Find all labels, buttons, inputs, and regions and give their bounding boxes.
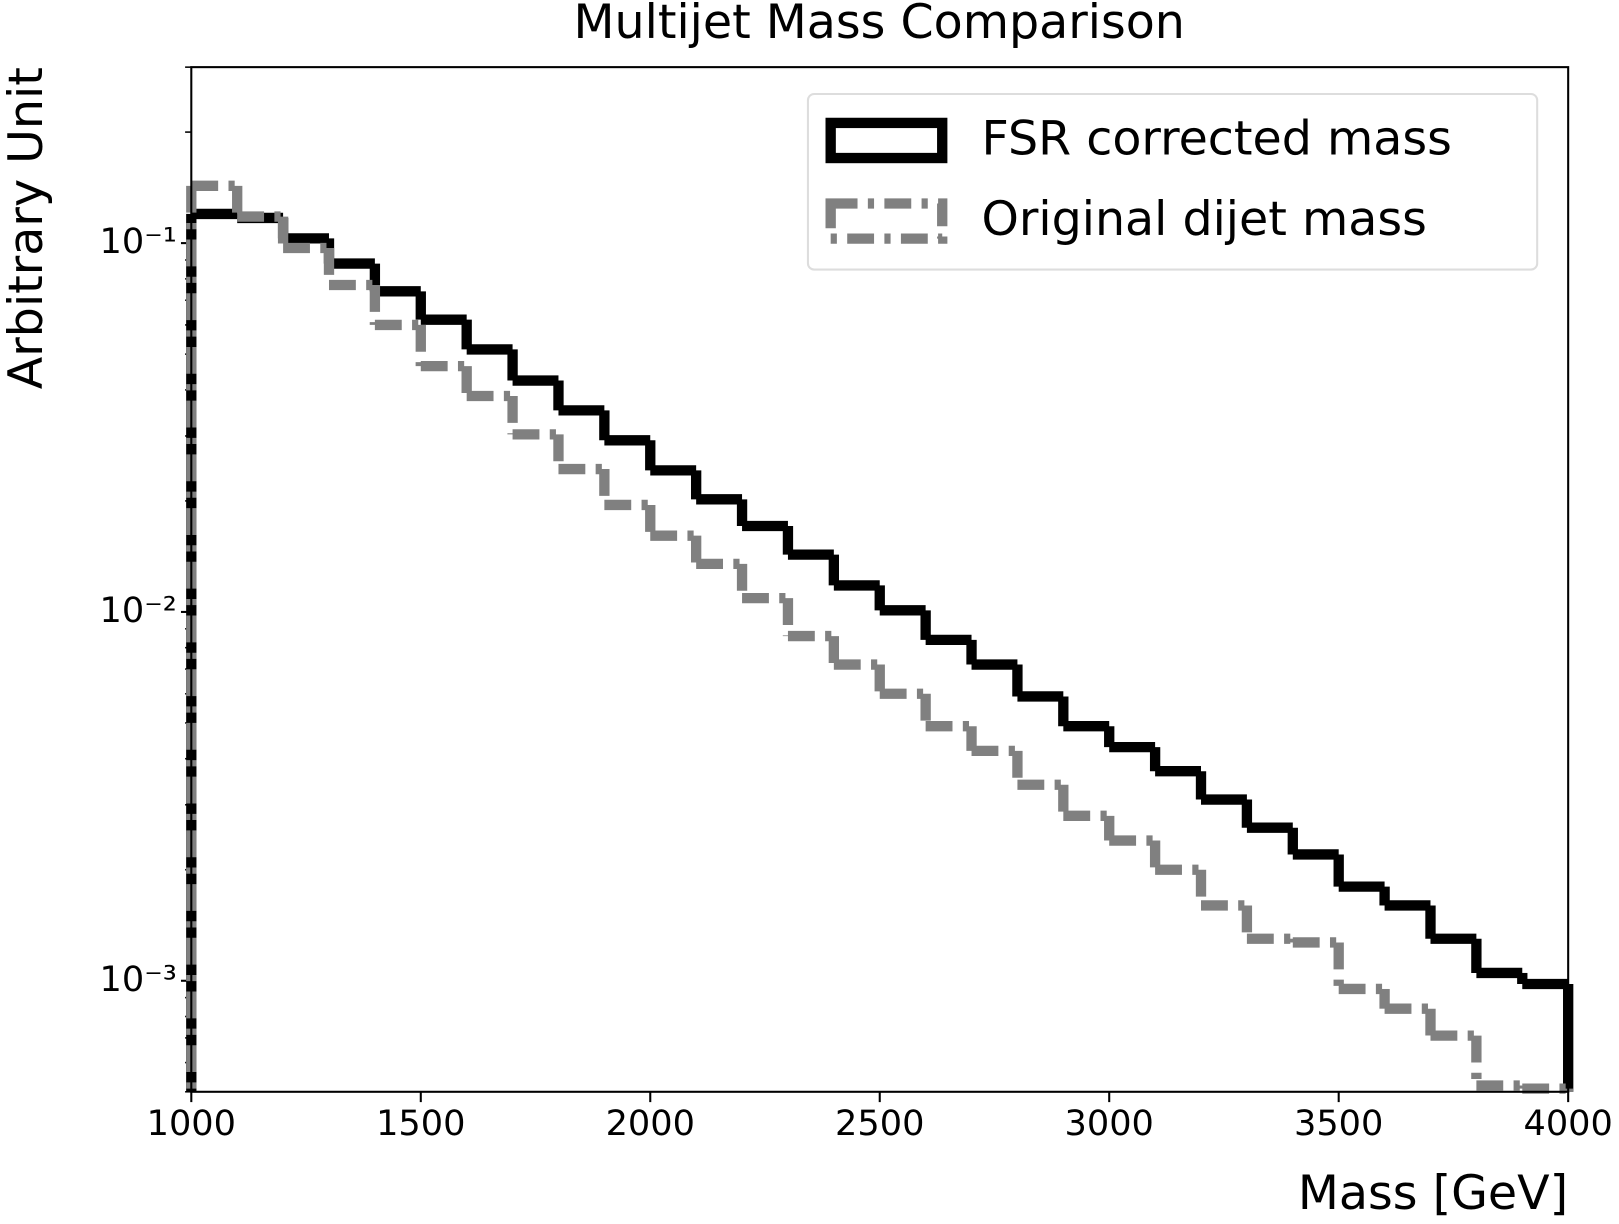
chart-title: Multijet Mass Comparison [574,0,1185,50]
legend-swatch [825,198,948,244]
y-tick-label: 10⁻² [100,590,177,631]
x-tick-label: 2000 [606,1103,695,1144]
legend-label: Original dijet mass [981,192,1426,247]
x-tick-label: 1000 [147,1103,236,1144]
y-axis-label: Arbitrary Unit [0,67,54,389]
legend-box [806,92,1539,271]
y-tick-label: 10⁻¹ [100,221,177,262]
legend-label: FSR corrected mass [981,112,1451,167]
plot-frame [190,66,1570,1093]
y-tick-label: 10⁻³ [100,959,177,1000]
x-tick-label: 4000 [1523,1103,1612,1144]
x-tick-label: 3500 [1294,1103,1383,1144]
x-axis-label: Mass [GeV] [1298,1166,1568,1221]
legend-swatch [825,117,948,164]
x-tick-label: 3000 [1065,1103,1154,1144]
x-tick-label: 1500 [376,1103,465,1144]
x-tick-label: 2500 [835,1103,924,1144]
